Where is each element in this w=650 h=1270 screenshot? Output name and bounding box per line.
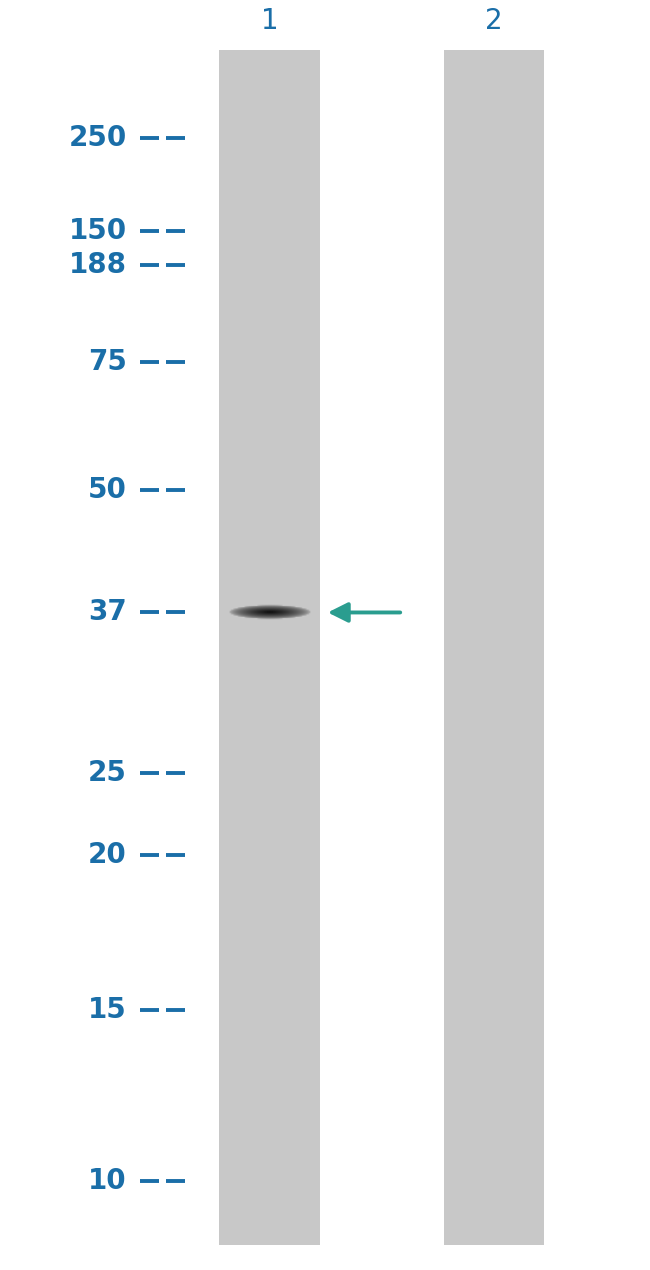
Text: 10: 10 bbox=[88, 1167, 127, 1195]
Text: 50: 50 bbox=[88, 476, 127, 504]
Text: 20: 20 bbox=[88, 841, 127, 869]
Text: 2: 2 bbox=[485, 6, 503, 34]
Text: 37: 37 bbox=[88, 598, 127, 626]
Text: 188: 188 bbox=[69, 250, 127, 278]
Text: 150: 150 bbox=[69, 217, 127, 245]
Text: 15: 15 bbox=[88, 996, 127, 1024]
Text: 250: 250 bbox=[68, 124, 127, 152]
Bar bbox=[443, 50, 545, 1245]
Text: 25: 25 bbox=[88, 759, 127, 787]
Bar bbox=[219, 50, 320, 1245]
Text: 1: 1 bbox=[261, 6, 279, 34]
Text: 75: 75 bbox=[88, 348, 127, 376]
